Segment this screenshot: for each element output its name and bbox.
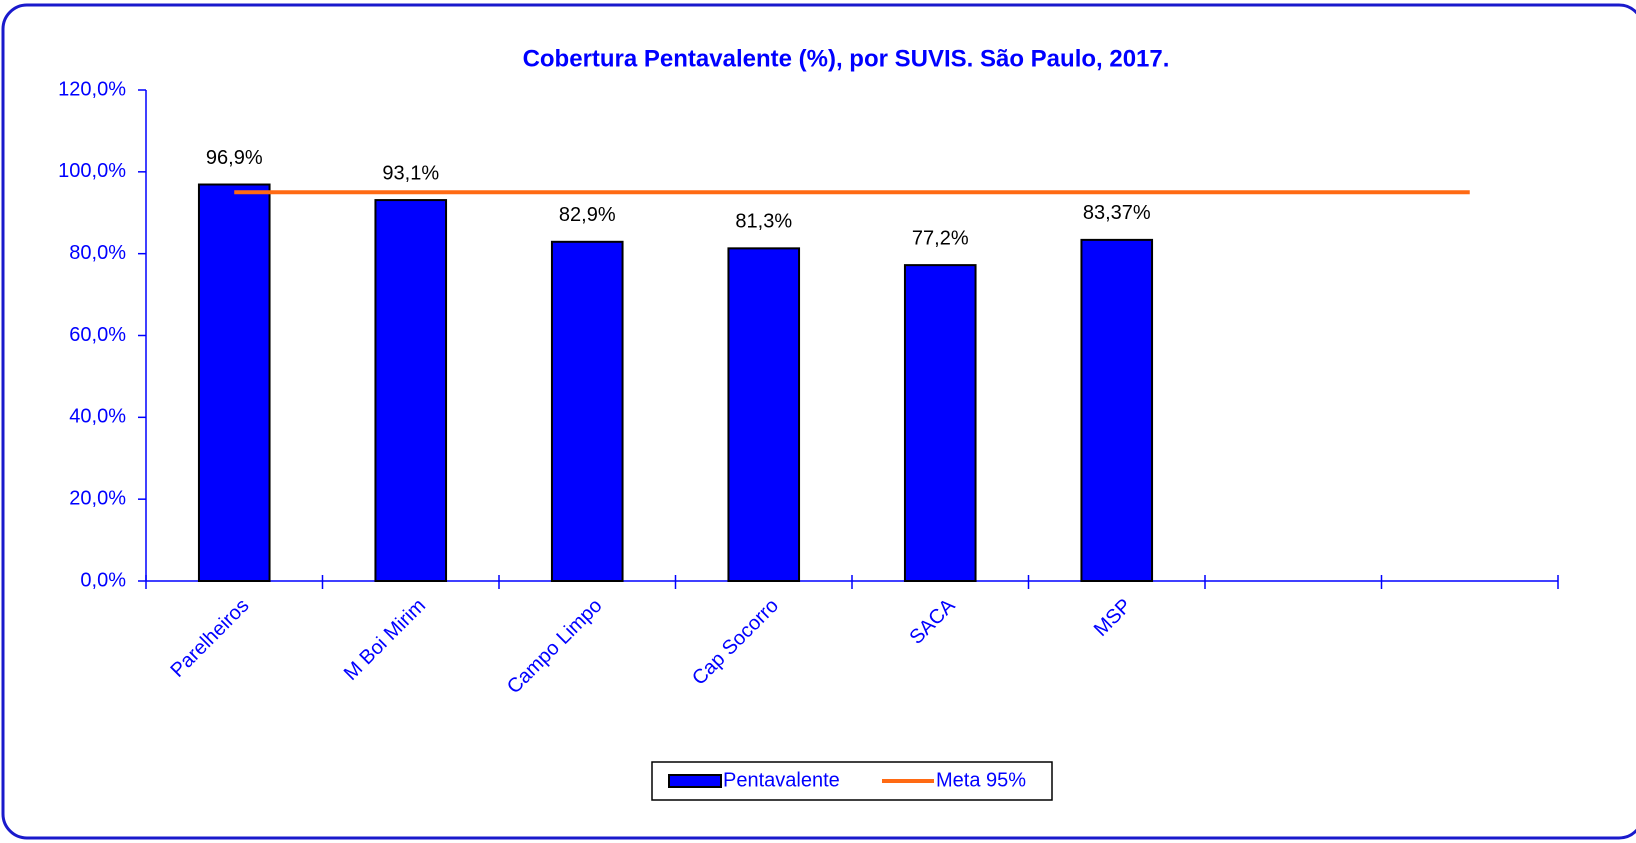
y-tick-label: 120,0%: [58, 78, 126, 100]
y-tick-label: 60,0%: [69, 324, 126, 346]
bar: [197, 183, 271, 583]
data-label: 81,3%: [735, 211, 792, 233]
data-label: 82,9%: [559, 204, 616, 226]
bar: [550, 240, 624, 582]
data-label: 96,9%: [206, 147, 263, 169]
bar: [1080, 238, 1154, 582]
y-tick-label: 80,0%: [69, 242, 126, 264]
bar: [903, 264, 977, 582]
bar: [374, 199, 448, 582]
data-label: 83,37%: [1083, 202, 1151, 224]
y-tick-label: 0,0%: [80, 569, 126, 591]
y-tick-label: 40,0%: [69, 406, 126, 428]
data-label: 77,2%: [912, 227, 969, 249]
data-label: 93,1%: [382, 162, 439, 184]
y-tick-label: 20,0%: [69, 487, 126, 509]
y-tick-label: 100,0%: [58, 160, 126, 182]
bar: [727, 247, 801, 582]
chart-title: Cobertura Pentavalente (%), por SUVIS. S…: [523, 45, 1170, 72]
legend-swatch: [668, 774, 722, 788]
legend-label: Pentavalente: [723, 769, 840, 791]
legend-label: Meta 95%: [936, 769, 1026, 791]
